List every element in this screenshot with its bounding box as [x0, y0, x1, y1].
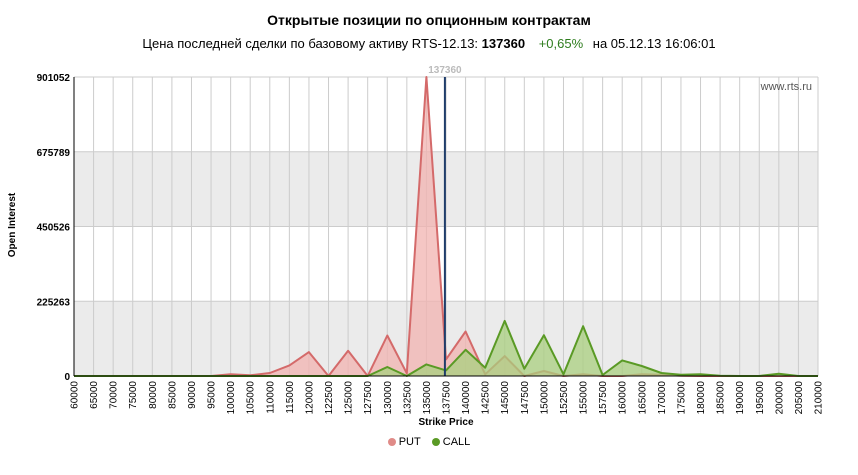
x-tick-label: 115000: [285, 381, 296, 414]
y-tick-label: 675789: [37, 148, 71, 159]
x-tick-label: 210000: [814, 381, 825, 415]
x-tick-label: 65000: [89, 381, 100, 409]
y-tick-label: 450526: [37, 223, 71, 234]
x-tick-label: 165000: [637, 381, 648, 415]
x-tick-label: 70000: [109, 381, 120, 409]
x-tick-label: 200000: [774, 381, 785, 415]
y-axis-title: Open Interest: [7, 192, 18, 257]
x-tick-label: 125000: [344, 381, 355, 415]
y-tick-label: 901052: [37, 73, 71, 84]
x-tick-label: 142500: [481, 381, 492, 415]
x-tick-label: 110000: [265, 381, 276, 414]
x-tick-label: 120000: [304, 381, 315, 415]
x-tick-label: 190000: [735, 381, 746, 415]
x-tick-label: 150000: [539, 381, 550, 415]
x-tick-label: 127500: [363, 381, 374, 415]
x-tick-label: 152500: [559, 381, 570, 415]
last-price-value: 137360: [481, 36, 526, 51]
x-tick-label: 60000: [70, 381, 81, 409]
x-tick-label: 130000: [383, 381, 394, 415]
x-tick-label: 170000: [657, 381, 668, 415]
x-tick-label: 185000: [716, 381, 727, 415]
x-tick-label: 75000: [128, 381, 139, 409]
put-marker-icon: [387, 438, 396, 446]
x-tick-label: 85000: [167, 381, 178, 409]
subtitle-prefix: Цена последней сделки по базовому активу…: [142, 36, 479, 51]
x-axis-title: Strike Price: [418, 417, 473, 428]
chart-subtitle: Цена последней сделки по базовому активу…: [0, 36, 858, 51]
chart-title: Открытые позиции по опционным контрактам: [267, 12, 591, 28]
x-tick-label: 105000: [246, 381, 257, 415]
x-tick-label: 95000: [207, 381, 218, 409]
x-tick-label: 155000: [579, 381, 590, 415]
x-tick-label: 137500: [442, 381, 453, 415]
x-tick-label: 147500: [520, 381, 531, 415]
x-tick-label: 205000: [794, 381, 805, 415]
x-tick-label: 140000: [461, 381, 472, 415]
price-change: +0,65%: [538, 36, 584, 51]
x-tick-label: 100000: [226, 381, 237, 415]
x-tick-label: 157500: [598, 381, 609, 415]
x-tick-label: 180000: [696, 381, 707, 415]
x-tick-label: 160000: [618, 381, 629, 415]
x-tick-label: 145000: [500, 381, 511, 415]
legend-label-put: PUT: [398, 436, 421, 448]
x-tick-labels: 60000 65000 70000 75000 80000 85000 90000 95000…: [70, 381, 825, 415]
x-tick-label: 195000: [755, 381, 766, 415]
x-tick-label: 122500: [324, 381, 335, 415]
x-tick-label: 135000: [422, 381, 433, 415]
legend: PUT CALL: [0, 436, 858, 448]
subtitle-timestamp: на 05.12.13 16:06:01: [592, 36, 716, 51]
last-price-label: 137360: [428, 65, 462, 76]
axes: [73, 77, 818, 377]
legend-label-call: CALL: [442, 436, 471, 448]
legend-item-call[interactable]: CALL: [431, 436, 471, 448]
legend-item-put[interactable]: PUT: [387, 436, 421, 448]
y-tick-label: 0: [64, 372, 70, 383]
x-tick-label: 175000: [676, 381, 687, 415]
x-tick-label: 132500: [402, 381, 413, 415]
x-tick-label: 80000: [148, 381, 159, 409]
watermark: www.rts.ru: [760, 81, 812, 93]
call-marker-icon: [431, 438, 440, 446]
y-tick-label: 225263: [37, 297, 71, 308]
x-tick-label: 90000: [187, 381, 198, 409]
y-tick-labels: 0 225263 450526 675789 901052: [37, 73, 71, 383]
